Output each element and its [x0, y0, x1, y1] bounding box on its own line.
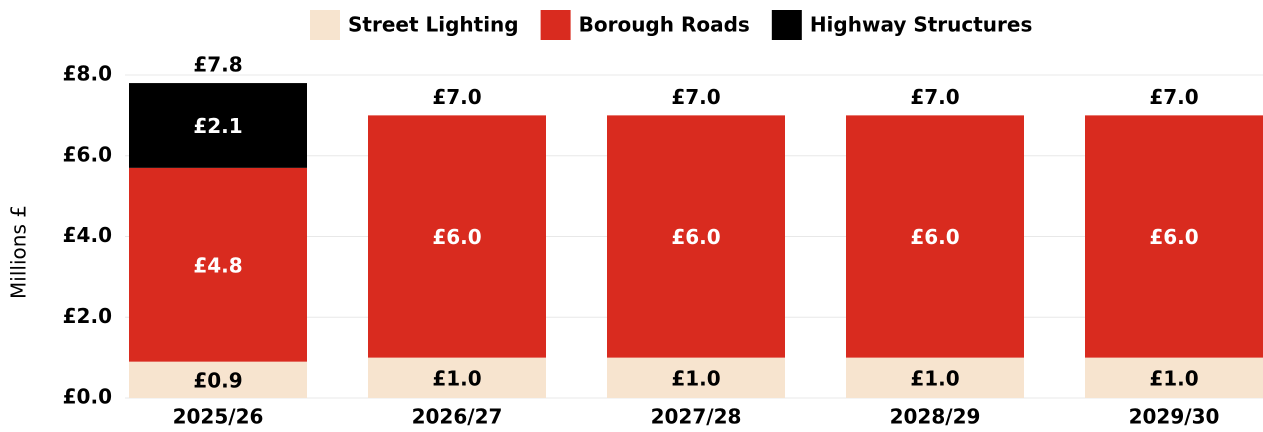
bar-segment: [607, 115, 785, 358]
data-label: £6.0: [1149, 225, 1198, 249]
data-label: £1.0: [671, 366, 720, 390]
legend-label: Highway Structures: [810, 13, 1033, 37]
y-tick-label: £8.0: [63, 62, 112, 86]
bar-segment: [846, 115, 1024, 358]
total-label: £7.0: [671, 85, 720, 109]
legend-swatch: [771, 10, 802, 40]
data-label: £6.0: [910, 225, 959, 249]
bar-segment: [368, 115, 546, 358]
y-tick-label: £2.0: [63, 304, 112, 328]
bar-segment: [368, 357, 546, 398]
x-tick-label: 2029/30: [1129, 405, 1220, 429]
data-label: £1.0: [910, 366, 959, 390]
x-tick-label: 2025/26: [173, 405, 264, 429]
bar-segment: [129, 83, 307, 168]
bar-segment: [129, 361, 307, 398]
data-label: £4.8: [193, 253, 242, 277]
data-label: £6.0: [432, 225, 481, 249]
y-tick-label: £0.0: [63, 385, 112, 409]
total-label: £7.0: [432, 85, 481, 109]
legend-swatch: [310, 10, 340, 40]
x-tick-label: 2028/29: [890, 405, 981, 429]
total-label: £7.8: [193, 53, 242, 77]
bar-segment: [607, 357, 785, 398]
bar-segment: [1085, 357, 1263, 398]
y-tick-label: £4.0: [63, 223, 112, 247]
data-label: £2.1: [193, 114, 242, 138]
legend-swatch: [540, 10, 571, 40]
y-tick-label: £6.0: [63, 142, 112, 166]
legend-label: Borough Roads: [579, 13, 750, 37]
total-label: £7.0: [910, 85, 959, 109]
bar-segment: [1085, 115, 1263, 358]
data-label: £6.0: [671, 225, 720, 249]
x-tick-label: 2026/27: [412, 405, 503, 429]
y-axis-label: Millions £: [7, 205, 31, 299]
data-label: £0.9: [193, 368, 242, 392]
data-label: £1.0: [432, 366, 481, 390]
data-label: £1.0: [1149, 366, 1198, 390]
bar-segment: [846, 357, 1024, 398]
legend-label: Street Lighting: [348, 13, 519, 37]
total-label: £7.0: [1149, 85, 1198, 109]
bar-segment: [129, 167, 307, 362]
x-tick-label: 2027/28: [651, 405, 742, 429]
